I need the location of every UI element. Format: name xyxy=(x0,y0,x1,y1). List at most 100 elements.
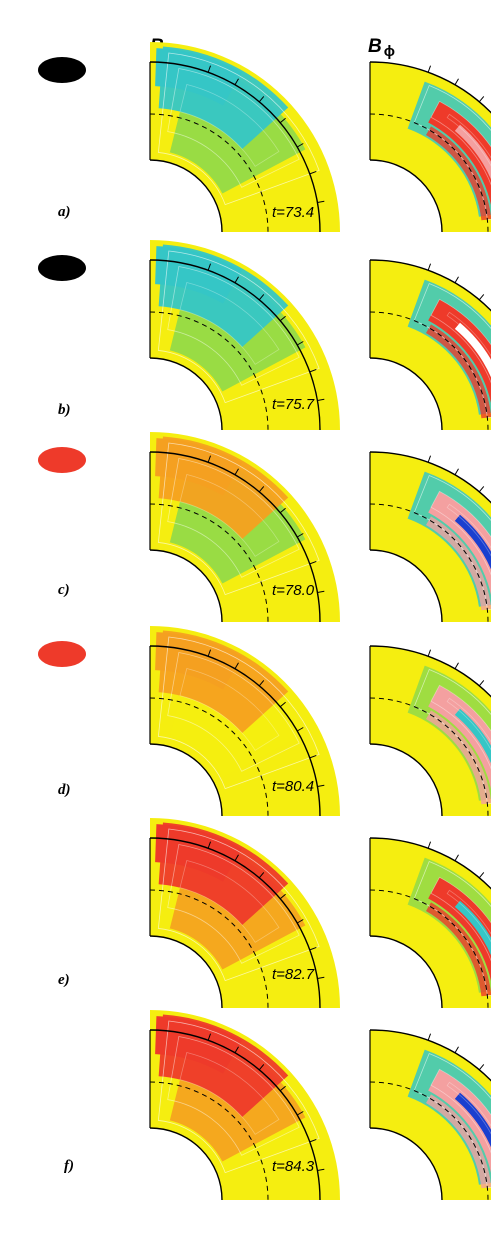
bp-surface-line xyxy=(149,451,321,623)
bphi-tick xyxy=(454,854,459,862)
bp-contour xyxy=(167,652,300,772)
bp-tachocline-line xyxy=(149,1081,269,1201)
bp-tick xyxy=(317,1168,325,1171)
bp-tachocline-line xyxy=(149,311,269,431)
bp-tachocline-line xyxy=(149,889,269,1009)
bp-inner-boundary xyxy=(149,549,223,623)
panel-bphi-f xyxy=(369,1029,491,1201)
bphi-surface-line xyxy=(369,259,491,312)
bphi-surface-line xyxy=(369,451,491,504)
bphi-tachocline-line xyxy=(369,697,489,817)
bp-contour xyxy=(157,1020,320,1174)
bphi-inner-strip xyxy=(426,126,491,221)
bp-contour xyxy=(167,458,300,578)
bp-cap-core xyxy=(38,833,86,859)
header-right-sub: ϕ xyxy=(383,43,395,60)
bp-tick xyxy=(207,649,212,657)
bp-surface-line xyxy=(149,645,321,817)
time-label-a: t=73.4 xyxy=(272,204,315,221)
bp-contour xyxy=(167,68,300,188)
bp-contour xyxy=(157,250,320,404)
bphi-tick xyxy=(427,841,432,849)
bp-tick xyxy=(234,1046,239,1054)
bphi-inner-boundary xyxy=(369,743,443,817)
bp-contour xyxy=(157,442,320,596)
bphi-tick xyxy=(478,486,485,493)
bp-cap-core xyxy=(38,447,86,473)
bphi-contour xyxy=(430,1068,491,1154)
panel-bphi-a xyxy=(369,61,491,233)
bphi-contour xyxy=(446,311,491,365)
time-label-d: t=80.4 xyxy=(272,778,315,795)
bp-tick xyxy=(279,893,286,900)
bphi-contour xyxy=(430,876,491,962)
bp-surface-line xyxy=(149,259,321,431)
bp-cap-halo xyxy=(155,246,242,304)
bp-contour xyxy=(179,860,280,943)
bphi-inner-strip xyxy=(426,902,491,997)
bp-tick xyxy=(279,117,286,124)
bp-contour xyxy=(157,636,320,790)
bphi-inner-boundary xyxy=(369,159,443,233)
bp-tick xyxy=(279,701,286,708)
bp-tick xyxy=(296,533,304,538)
bp-tick xyxy=(258,486,265,493)
bphi-tick xyxy=(454,662,459,670)
bphi-contour xyxy=(446,503,491,557)
bp-tachocline-line xyxy=(149,697,269,817)
bphi-tick xyxy=(478,872,485,879)
panel-bphi-d xyxy=(369,645,491,817)
bphi-inner-strip xyxy=(426,1094,491,1189)
bp-cap-halo xyxy=(155,48,242,106)
bphi-surface-line xyxy=(369,645,491,698)
panel-label-c: c) xyxy=(58,582,70,598)
bp-surface-line xyxy=(149,1029,321,1201)
panel-bphi-c xyxy=(369,451,491,623)
bphi-core xyxy=(454,1092,491,1148)
bp-contour xyxy=(167,266,300,386)
bp-surface-line xyxy=(149,837,321,1009)
bp-contour xyxy=(179,84,280,167)
bp-tick xyxy=(207,263,212,271)
bphi-inner-boundary xyxy=(369,935,443,1009)
bphi-contour xyxy=(446,697,491,751)
bp-cap-core xyxy=(38,255,86,281)
bp-tick xyxy=(279,1085,286,1092)
bphi-tick xyxy=(478,1064,485,1071)
bp-tick xyxy=(258,294,265,301)
bphi-core xyxy=(454,514,491,570)
bphi-inner-strip xyxy=(426,710,491,805)
bp-inner-boundary xyxy=(149,935,223,1009)
bphi-tick xyxy=(454,78,459,86)
bphi-inner-boundary xyxy=(369,549,443,623)
bphi-main-band xyxy=(428,491,491,595)
bp-tick xyxy=(258,96,265,103)
bphi-inner-strip xyxy=(426,516,491,611)
panel-label-a: a) xyxy=(58,204,71,220)
bp-contour xyxy=(179,1052,280,1135)
bphi-tick xyxy=(427,455,432,463)
bphi-surface-line xyxy=(369,61,491,114)
bp-tick xyxy=(234,468,239,476)
bp-contour xyxy=(167,1036,300,1156)
time-label-f: t=84.3 xyxy=(272,1158,315,1175)
panel-bp-d xyxy=(38,626,340,817)
bphi-main-band xyxy=(428,685,491,789)
bp-tachocline-line xyxy=(149,113,269,233)
bphi-tick xyxy=(427,1033,432,1041)
bp-surface-line xyxy=(149,61,321,233)
bphi-main-band xyxy=(428,877,491,981)
bphi-contour xyxy=(430,684,491,770)
time-label-e: t=82.7 xyxy=(272,966,315,983)
bphi-tick xyxy=(454,276,459,284)
bp-inner-boundary xyxy=(149,357,223,431)
header-right-main: B xyxy=(368,36,382,57)
panel-bphi-e xyxy=(369,837,491,1009)
bp-inner-boundary xyxy=(149,743,223,817)
bp-tick xyxy=(317,398,325,401)
panel-bp-c xyxy=(38,432,340,623)
bp-tick xyxy=(207,455,212,463)
bp-tick xyxy=(317,784,325,787)
bphi-tick xyxy=(478,680,485,687)
bp-tick xyxy=(296,143,304,148)
